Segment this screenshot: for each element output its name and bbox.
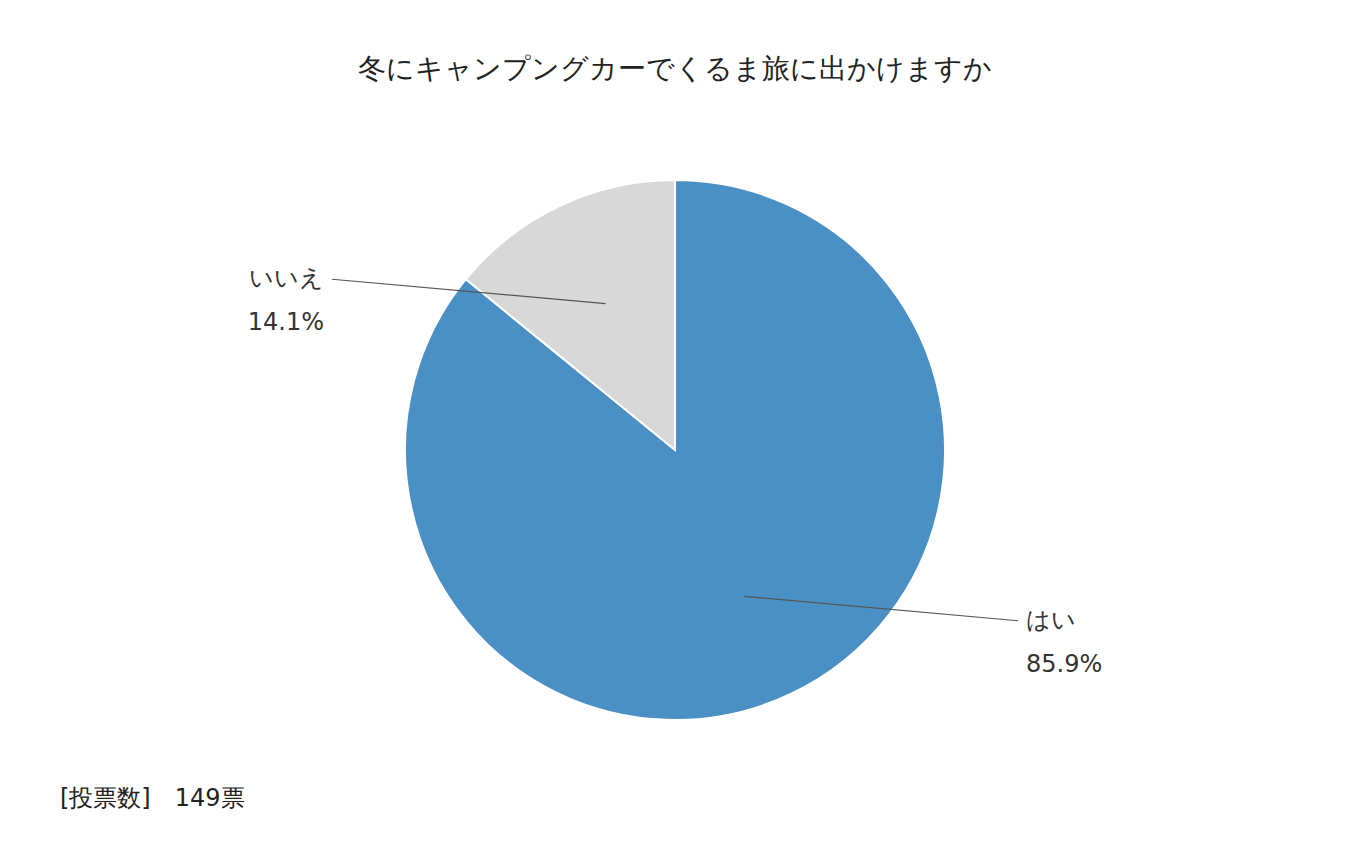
leader-line (744, 596, 1018, 620)
slice-label: はい (1026, 606, 1076, 634)
chart: 冬にキャンプングカーでくるま旅に出かけますかはい 85.9% いいえ 14.1% [投票… (0, 0, 1350, 844)
labels: はい 85.9% いいえ 14.1% (248, 264, 1103, 678)
slices (405, 180, 945, 720)
slice-label: いいえ (249, 264, 324, 292)
chart-container: 冬にキャンプングカーでくるま旅に出かけますかはい 85.9% いいえ 14.1% [投票… (0, 0, 1350, 844)
title: 冬にキャンプングカーでくるま旅に出かけますか (358, 52, 992, 85)
pie-slice (405, 180, 945, 720)
leader-line (332, 279, 606, 303)
pie-slice (466, 180, 675, 450)
value-label: 14.1% (248, 308, 324, 336)
annotation: [投票数] 149票 (60, 784, 245, 812)
value-label: 85.9% (1026, 650, 1102, 678)
